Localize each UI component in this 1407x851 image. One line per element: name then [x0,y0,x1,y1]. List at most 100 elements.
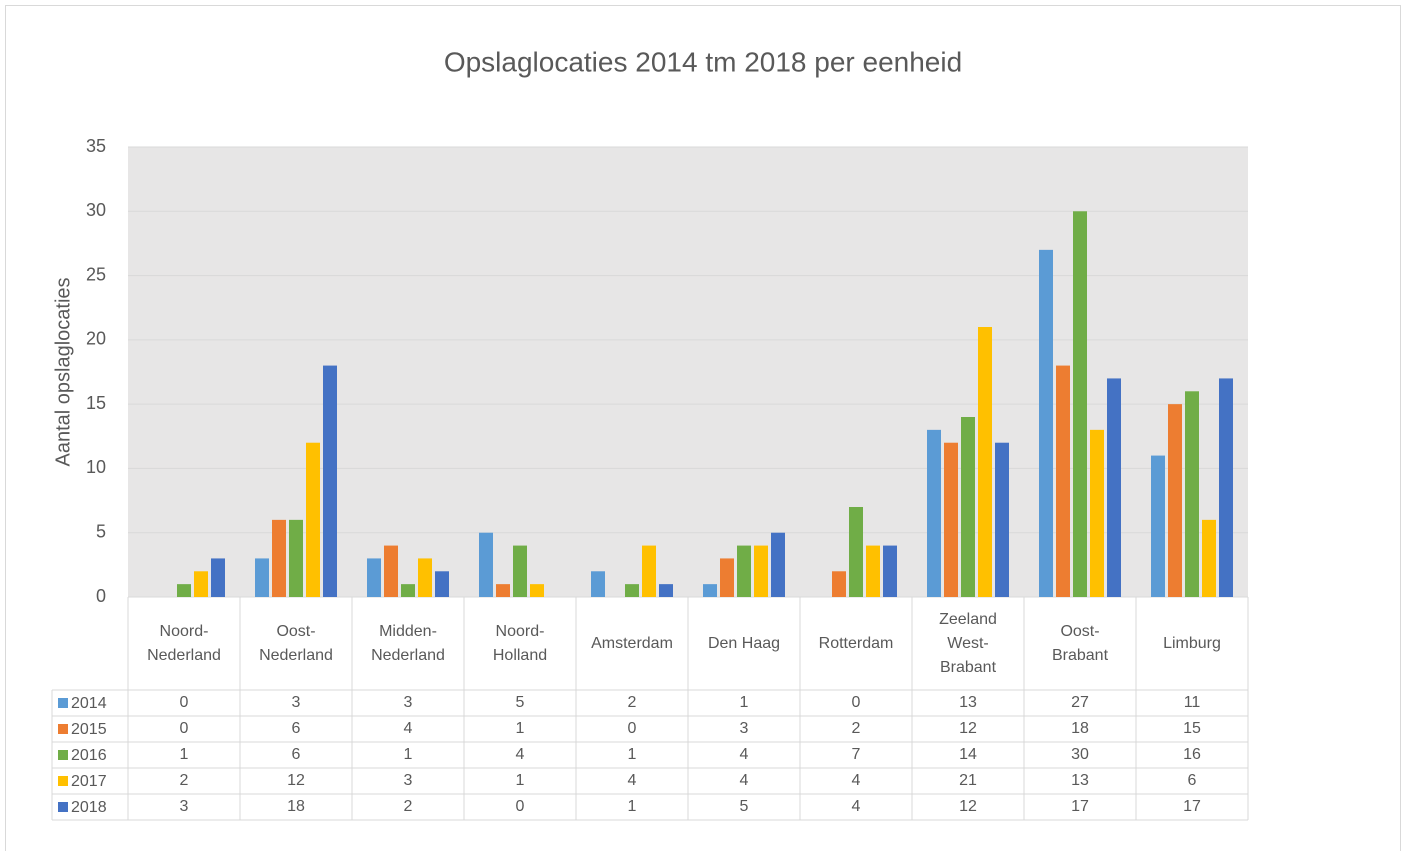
bar [1073,211,1087,598]
bar [625,584,639,597]
table-value: 2 [800,716,912,742]
bar [1090,429,1104,597]
y-tick-label: 20 [86,329,106,349]
bar [1056,365,1070,597]
bar [883,545,897,597]
bar [1219,378,1233,597]
table-value: 0 [128,716,240,742]
table-value: 0 [800,690,912,716]
table-value-text: 2 [851,720,861,737]
category-label-text: Oost-Brabant [1051,622,1109,664]
category-label: Den Haag [688,597,800,690]
bar [754,545,768,597]
table-value-text: 17 [1183,798,1201,815]
table-value: 27 [1024,690,1136,716]
table-value-text: 27 [1071,694,1089,711]
table-value-text: 13 [959,694,977,711]
table-value-text: 15 [1183,720,1201,737]
table-value-text: 0 [179,694,189,711]
table-value: 1 [128,742,240,768]
table-value-text: 1 [739,694,749,711]
category-label-text: Noord-Nederland [147,622,221,664]
table-value: 12 [912,794,1024,820]
legend-label: 2017 [71,773,107,790]
y-tick-label: 15 [86,393,106,413]
table-value: 6 [240,716,352,742]
table-value-text: 1 [179,746,189,763]
table-value-text: 4 [403,720,413,737]
table-value: 2 [576,690,688,716]
table-value-text: 14 [959,746,977,763]
bar [384,545,398,597]
table-value: 5 [688,794,800,820]
table-value: 18 [240,794,352,820]
category-label-text: Oost-Nederland [259,622,333,664]
table-value: 1 [464,768,576,794]
bar [995,442,1009,597]
table-value-text: 12 [287,772,305,789]
table-value-text: 7 [851,746,861,763]
bar [479,532,493,597]
table-value-text: 21 [959,772,977,789]
category-label-text: Den Haag [707,634,781,652]
bar [418,558,432,597]
table-value-text: 4 [739,772,749,789]
table-value: 3 [352,768,464,794]
table-value: 12 [912,716,1024,742]
bar [1168,404,1182,597]
table-value: 3 [128,794,240,820]
bar [306,442,320,597]
table-value: 0 [464,794,576,820]
bar [513,545,527,597]
table-value: 1 [576,742,688,768]
legend-label: 2014 [71,695,107,712]
table-value-text: 11 [1183,694,1201,711]
bar [720,558,734,597]
bar [255,558,269,597]
table-value-text: 3 [291,694,301,711]
category-label: Noord-Holland [464,597,576,690]
bar [771,532,785,597]
bar [978,327,992,597]
table-value: 30 [1024,742,1136,768]
bar [591,571,605,597]
bar [289,519,303,597]
table-value-text: 17 [1071,798,1089,815]
table-value: 13 [912,690,1024,716]
table-value-text: 0 [851,694,861,711]
bar [927,429,941,597]
y-tick-label: 0 [96,586,106,606]
bar [194,571,208,597]
category-label: Oost-Brabant [1024,597,1136,690]
category-label: Oost-Nederland [240,597,352,690]
table-value: 4 [688,768,800,794]
table-value-text: 3 [403,772,413,789]
table-value-text: 12 [959,798,977,815]
table-value-text: 4 [515,746,525,763]
chart-title: Opslaglocaties 2014 tm 2018 per eenheid [444,46,962,77]
bar [1039,249,1053,597]
bar [849,507,863,597]
bar [496,584,510,597]
table-value-text: 2 [627,694,637,711]
table-value-text: 1 [403,746,413,763]
table-value-text: 3 [179,798,189,815]
category-label: Limburg [1136,597,1248,690]
table-value: 16 [1136,742,1248,768]
table-value-text: 3 [739,720,749,737]
table-value-text: 0 [627,720,637,737]
table-value: 3 [688,716,800,742]
bar [1151,455,1165,597]
y-tick-label: 35 [86,136,106,156]
table-value: 12 [240,768,352,794]
table-value-text: 1 [515,772,525,789]
bar [961,417,975,597]
table-value-text: 3 [403,694,413,711]
table-value-text: 18 [287,798,305,815]
table-value-text: 6 [291,720,301,737]
table-value-text: 6 [291,746,301,763]
table-value: 21 [912,768,1024,794]
y-tick-label: 5 [96,521,106,541]
table-value-text: 1 [627,746,637,763]
